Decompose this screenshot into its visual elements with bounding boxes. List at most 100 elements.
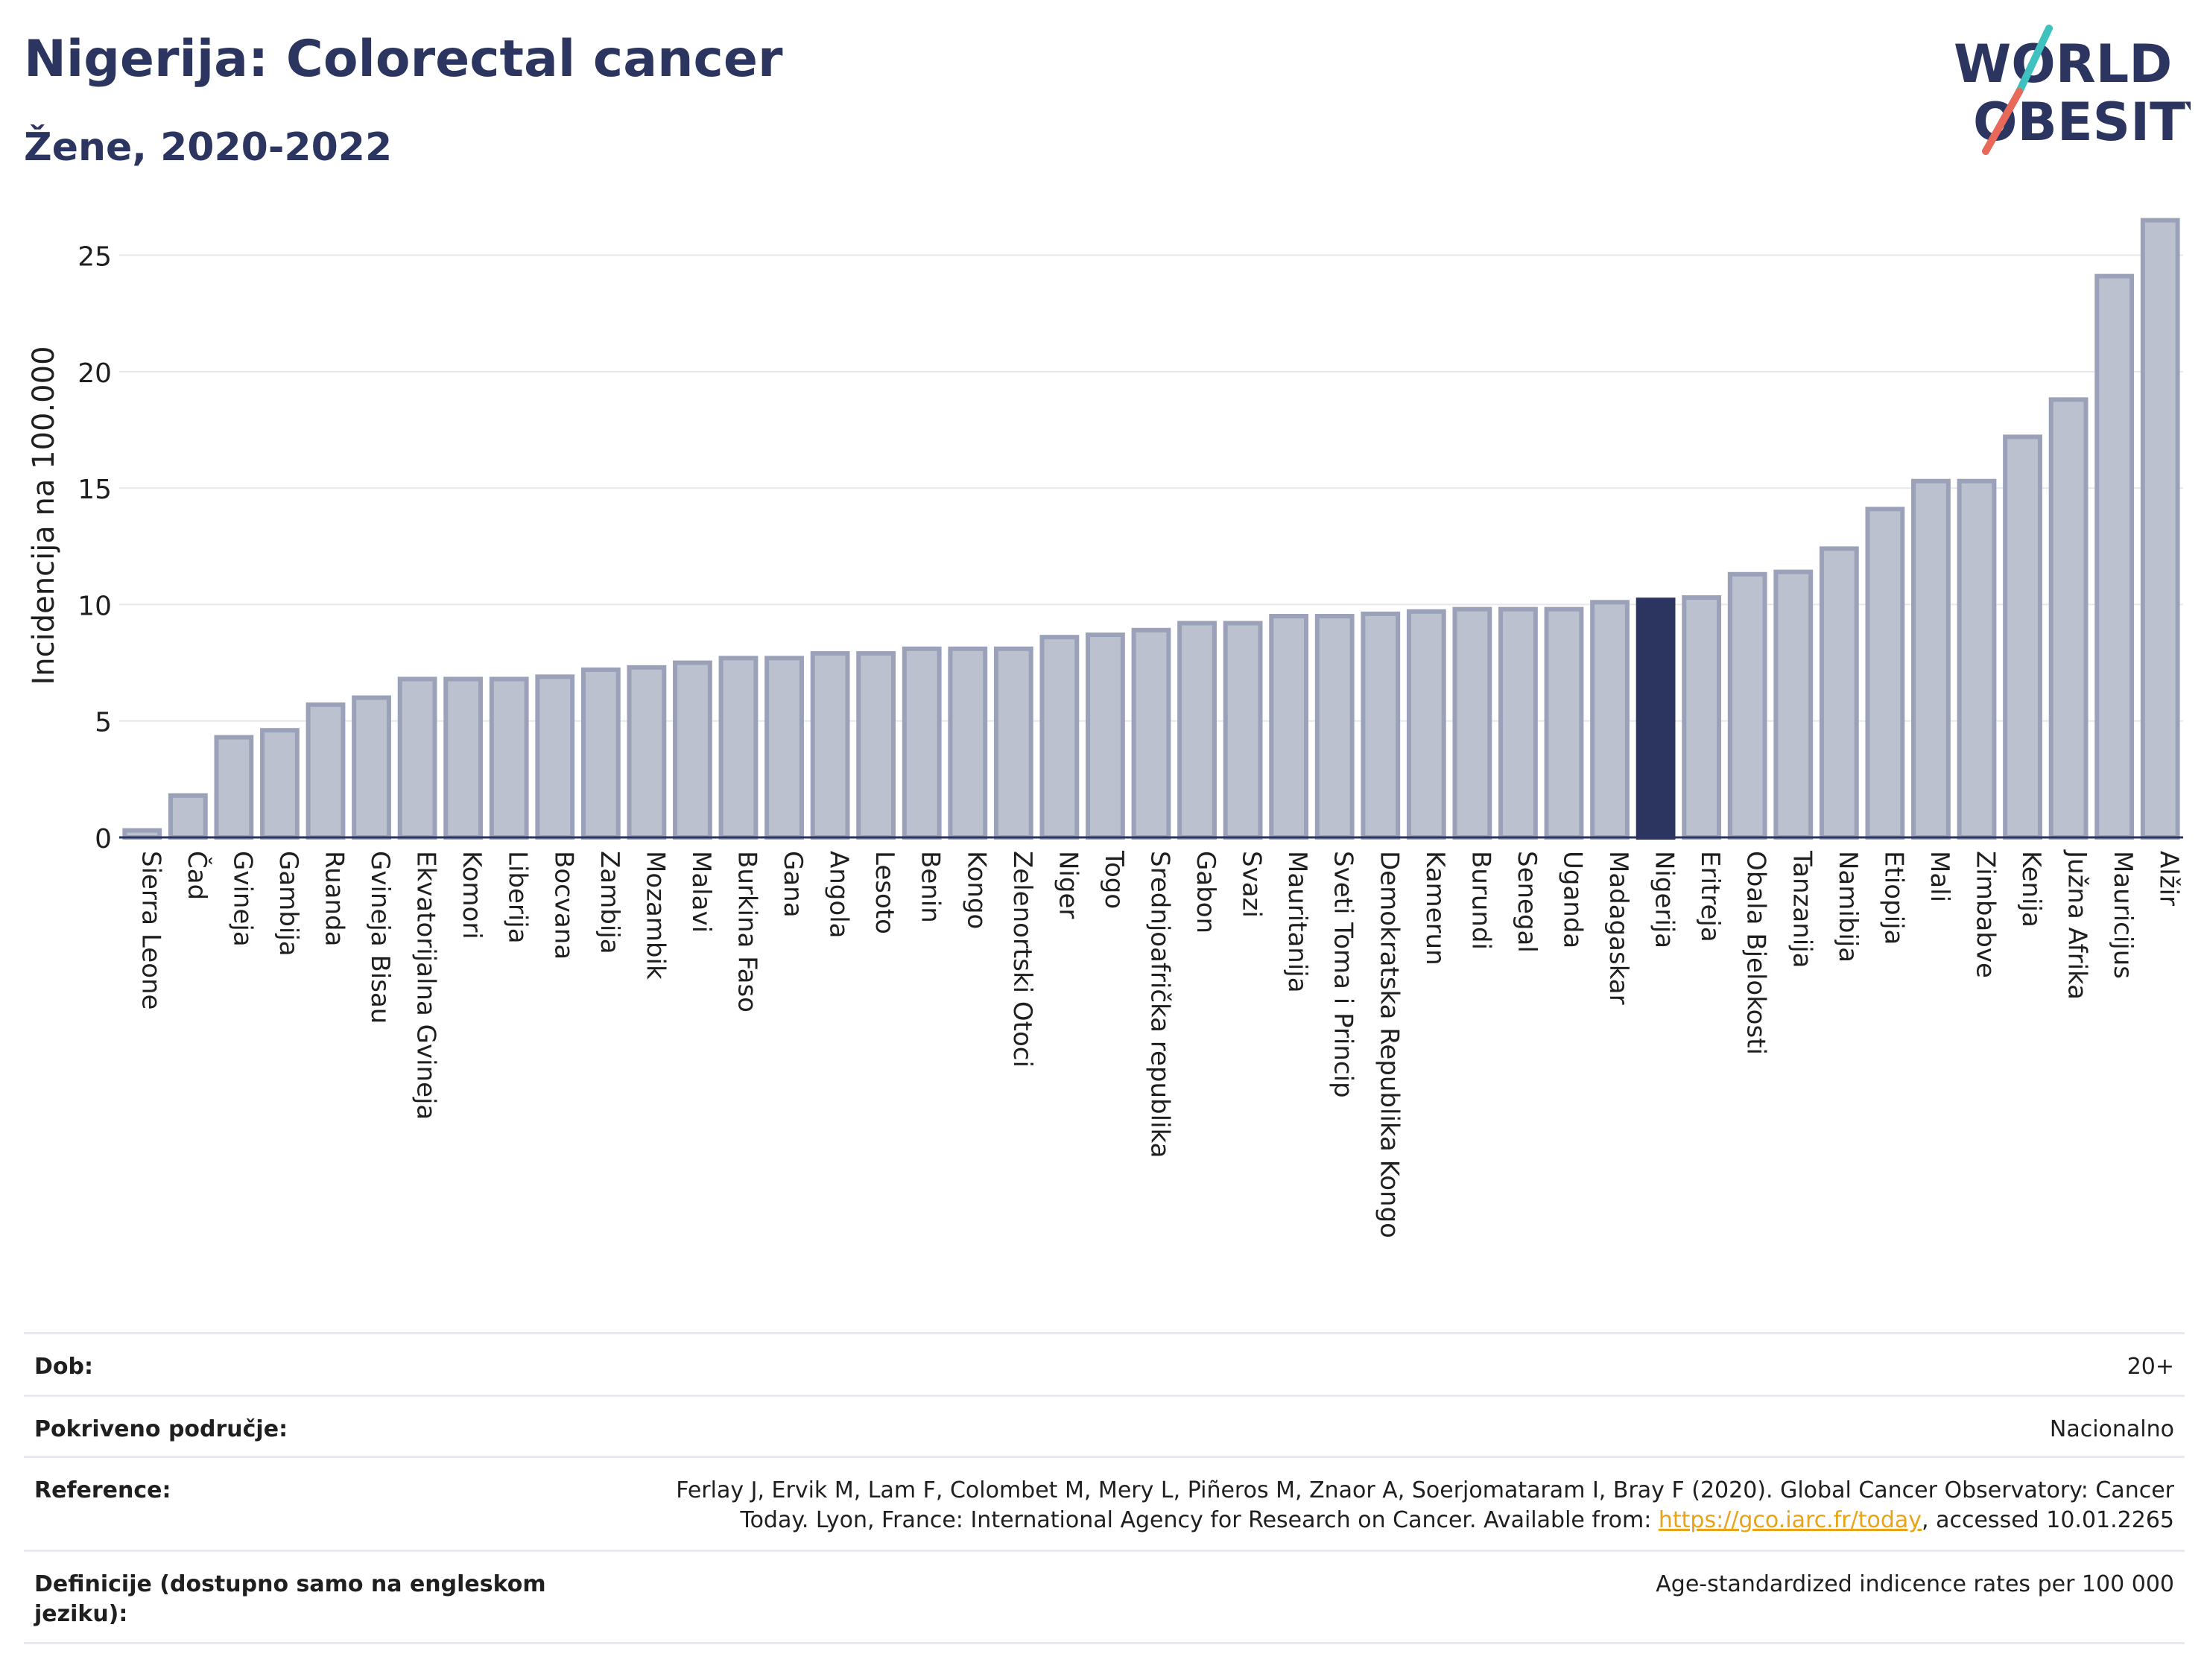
bar-nigerija (1635, 597, 1676, 840)
bar-zambija (580, 667, 621, 840)
bar-južna-afrika (2048, 397, 2089, 840)
bar-benin (902, 646, 942, 840)
bar-gambija (260, 728, 300, 840)
info-row-coverage: Pokriveno područje: Nacionalno (24, 1395, 2185, 1456)
x-tick-label: Mozambik (640, 851, 670, 980)
bar-uganda (1544, 606, 1584, 840)
logo-red-stroke (1982, 88, 2023, 155)
x-tick-label: Zelenortski Otoci (1007, 851, 1037, 1068)
bar-ekvatorijalna-gvineja (397, 676, 437, 840)
logo-teal-stroke (2015, 25, 2053, 95)
x-tick-label: Južna Afrika (2062, 849, 2092, 1000)
x-tick-label: Srednjoafrička republika (1145, 851, 1175, 1158)
x-tick-label: Senegal (1512, 851, 1542, 953)
bar-senegal (1498, 606, 1538, 840)
bar-ruanda (305, 702, 346, 840)
x-tick-label: Ekvatorijalna Gvineja (411, 851, 441, 1120)
reference-line2: Today. Lyon, France: International Agenc… (676, 1506, 2174, 1535)
info-row-age: Dob: 20+ (24, 1332, 2185, 1395)
info-label-age: Dob: (34, 1354, 93, 1380)
y-tick-label: 25 (77, 242, 112, 273)
reference-line1: Ferlay J, Ervik M, Lam F, Colombet M, Me… (676, 1477, 2174, 1503)
bar-kenija (2003, 434, 2042, 840)
bar-zelenortski-otoci (993, 646, 1033, 840)
bar-mali (1911, 478, 1951, 840)
x-tick-label: Niger (1053, 851, 1083, 919)
info-label-definitions: Definicije (dostupno samo na engleskom j… (34, 1570, 546, 1629)
bar-komori (443, 676, 484, 840)
x-tick-label: Mali (1925, 851, 1954, 902)
y-axis-ticks: 0 5 10 15 20 25 (77, 242, 112, 855)
bar-gvineja-bisau (352, 695, 391, 840)
reference-text-post: , accessed 10.01.2265 (1922, 1507, 2174, 1533)
x-tick-label: Burkina Faso (732, 851, 762, 1012)
x-tick-label: Benin (916, 851, 946, 923)
definitions-label-line2: jeziku): (34, 1601, 128, 1627)
bar-angola (810, 651, 850, 840)
bar-mauritanija (1269, 614, 1309, 840)
bar-burundi (1452, 606, 1492, 840)
info-label-coverage: Pokriveno područje: (34, 1416, 288, 1442)
x-tick-label: Gabon (1191, 851, 1220, 933)
info-value-reference: Ferlay J, Ervik M, Lam F, Colombet M, Me… (676, 1476, 2174, 1535)
logo-line1: WORLD (1954, 34, 2172, 95)
bar-etiopija (1865, 507, 1905, 840)
x-tick-label: Sveti Toma i Princip (1329, 851, 1358, 1098)
bar-sveti-toma-i-princip (1314, 614, 1355, 840)
bar-srednjoafrička-republika (1131, 627, 1171, 840)
x-tick-label: Zimbabve (1971, 851, 2001, 978)
x-tick-label: Sierra Leone (136, 851, 165, 1009)
x-tick-label: Liberija (503, 851, 533, 944)
info-table: Dob: 20+ Pokriveno područje: Nacionalno … (24, 1332, 2185, 1644)
bar-niger (1039, 635, 1080, 840)
x-tick-label: Zambija (595, 851, 624, 954)
bar-obala-bjelokosti (1727, 571, 1767, 840)
x-tick-label: Togo (1099, 850, 1129, 909)
x-tick-label: Demokratska Republika Kongo (1374, 851, 1404, 1238)
x-tick-label: Gvineja (227, 851, 257, 947)
bar-burkina-faso (718, 656, 759, 840)
chart-bars (122, 218, 2180, 840)
y-tick-label: 15 (77, 475, 112, 505)
info-value-definitions: Age-standardized indicence rates per 100… (1656, 1571, 2174, 1597)
y-tick-label: 5 (95, 708, 112, 738)
bar-gvineja (214, 735, 254, 840)
x-tick-label: Kongo (961, 851, 991, 929)
definitions-label-line1: Definicije (dostupno samo na engleskom (34, 1571, 546, 1597)
reference-link[interactable]: https://gco.iarc.fr/today (1658, 1507, 1922, 1533)
x-tick-label: Gambija (273, 851, 303, 957)
info-row-definitions: Definicije (dostupno samo na engleskom j… (24, 1550, 2185, 1642)
bar-madagaskar (1590, 600, 1630, 840)
bar-demokratska-republika-kongo (1361, 611, 1401, 840)
bar-malavi (673, 660, 712, 840)
bar-liberija (489, 676, 529, 840)
bar-zimbabve (1957, 478, 1997, 840)
y-tick-label: 0 (95, 824, 112, 855)
bar-eritreja (1682, 595, 1722, 840)
bar-kamerun (1406, 609, 1446, 840)
x-tick-label: Tanzanija (1787, 850, 1817, 968)
x-tick-label: Kenija (2016, 851, 2046, 928)
page-title: Nigerija: Colorectal cancer (24, 30, 783, 89)
x-tick-label: Etiopija (1878, 851, 1908, 945)
x-tick-label: Gvineja Bisau (365, 851, 395, 1024)
bar-kongo (948, 646, 988, 840)
x-tick-label: Čad (182, 851, 212, 900)
x-tick-label: Madagaskar (1603, 851, 1633, 1005)
x-tick-label: Svazi (1237, 851, 1267, 918)
x-tick-label: Mauritanija (1282, 851, 1312, 993)
x-axis-ticks: Sierra Leone Čad Gvineja Gambija Ruanda Gvine… (136, 849, 2183, 1238)
x-tick-label: Eritreja (1695, 851, 1725, 942)
bar-svazi (1223, 621, 1263, 840)
bar-čad (168, 793, 208, 840)
bar-tanzanija (1773, 569, 1814, 840)
x-tick-label: Obala Bjelokosti (1741, 851, 1771, 1055)
bar-alžir (2140, 218, 2180, 840)
info-value-age: 20+ (2127, 1354, 2174, 1380)
x-tick-label: Angola (824, 851, 854, 938)
info-value-coverage: Nacionalno (2049, 1416, 2174, 1442)
bar-togo (1086, 633, 1125, 840)
world-obesity-logo: WORLD OBESITY (1954, 25, 2191, 155)
x-tick-label: Namibija (1833, 851, 1863, 963)
info-row-reference: Reference: Ferlay J, Ervik M, Lam F, Col… (24, 1456, 2185, 1550)
